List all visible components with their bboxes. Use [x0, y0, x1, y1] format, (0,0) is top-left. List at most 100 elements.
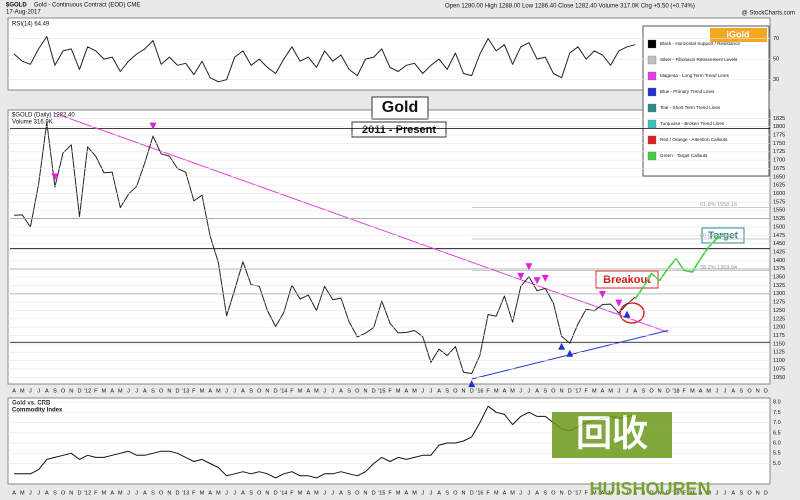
x-tick-label: M: [20, 388, 25, 394]
x-tick-label: '12: [84, 388, 91, 394]
legend-swatch: [647, 71, 657, 81]
x-tick-label: A: [503, 490, 507, 496]
x-tick-label: A: [45, 388, 49, 394]
instrument: Gold - Continuous Contract (EOD) CME: [34, 3, 140, 9]
x-tick-label: M: [396, 388, 401, 394]
x-tick-label: J: [528, 388, 531, 394]
x-tick-label: N: [265, 388, 269, 394]
legend-label: Magenta - Long Term Trend Lines: [660, 73, 730, 78]
x-tick-label: S: [740, 490, 744, 496]
fibonacci-label: 38.2% 1369.94: [700, 265, 737, 271]
x-tick-label: M: [298, 490, 303, 496]
x-tick-label: M: [412, 388, 417, 394]
y-tick-label: 1250: [773, 308, 785, 314]
x-tick-label: S: [53, 388, 57, 394]
x-tick-label: A: [241, 490, 245, 496]
legend-swatch: [647, 135, 657, 145]
y-tick-label: 1675: [773, 166, 785, 172]
x-tick-label: A: [110, 388, 114, 394]
y-tick-label: 5.0: [773, 461, 781, 467]
target-label: Target: [708, 231, 738, 242]
x-tick-label: '17: [574, 388, 581, 394]
y-tick-label: 1050: [773, 375, 785, 381]
x-tick-label: '14: [280, 388, 287, 394]
x-tick-label: J: [29, 490, 32, 496]
x-tick-label: F: [388, 388, 392, 394]
legend-label: Teal - Short Term Trend Lines: [660, 105, 721, 110]
x-tick-label: A: [731, 490, 735, 496]
x-tick-label: J: [323, 490, 326, 496]
price-label: $GOLD (Daily) 1282.40: [12, 113, 75, 119]
x-tick-label: M: [102, 388, 107, 394]
y-tick-label: 7.0: [773, 420, 781, 426]
y-tick-label: 1100: [773, 358, 785, 364]
y-tick-label: 30: [773, 77, 779, 83]
y-tick-label: 1775: [773, 133, 785, 139]
x-tick-label: J: [225, 388, 228, 394]
x-tick-label: A: [12, 490, 16, 496]
x-tick-label: F: [486, 490, 490, 496]
x-tick-label: O: [61, 490, 66, 496]
x-tick-label: N: [363, 388, 367, 394]
x-tick-label: S: [347, 490, 351, 496]
x-tick-label: D: [470, 388, 474, 394]
y-tick-label: 1225: [773, 316, 785, 322]
x-tick-label: S: [445, 490, 449, 496]
x-tick-label: '17: [574, 490, 581, 496]
x-tick-label: '13: [182, 490, 189, 496]
x-tick-label: D: [764, 490, 768, 496]
y-tick-label: 6.0: [773, 441, 781, 447]
y-tick-label: 1175: [773, 333, 785, 339]
source: @ StockCharts.com: [742, 11, 795, 17]
x-tick-label: F: [192, 490, 196, 496]
legend-label: Silver - Fibonacci Retracement Levels: [660, 57, 738, 62]
x-tick-label: N: [560, 388, 564, 394]
x-tick-label: M: [118, 490, 123, 496]
x-tick-label: A: [339, 490, 343, 496]
x-tick-label: '15: [378, 388, 385, 394]
y-tick-label: 1625: [773, 183, 785, 189]
legend-label: Green - Target Callouts: [660, 153, 708, 158]
legend-label: Turquoise - Broken Trend Lines: [660, 121, 725, 126]
x-tick-label: A: [503, 388, 507, 394]
x-tick-label: M: [314, 490, 319, 496]
fibonacci-label: 61.8% 1558.16: [700, 202, 737, 208]
y-tick-label: 1750: [773, 141, 785, 147]
y-tick-label: 1725: [773, 149, 785, 155]
x-tick-label: J: [429, 388, 432, 394]
x-tick-label: D: [77, 490, 81, 496]
trend-marker: [558, 342, 566, 350]
x-tick-label: S: [249, 490, 253, 496]
legend-swatch: [647, 103, 657, 113]
price-line: [13, 36, 636, 83]
y-tick-label: 1375: [773, 266, 785, 272]
y-tick-label: 1400: [773, 258, 785, 264]
x-tick-label: M: [592, 490, 597, 496]
x-tick-label: F: [192, 388, 196, 394]
x-tick-label: M: [608, 388, 613, 394]
x-tick-label: S: [151, 388, 155, 394]
x-tick-label: F: [290, 490, 294, 496]
x-tick-label: J: [626, 490, 629, 496]
x-tick-label: J: [519, 388, 522, 394]
x-tick-label: M: [706, 490, 711, 496]
ratio-label: Gold vs. CRB: [12, 401, 51, 407]
ratio-label-2: Commodity Index: [12, 408, 63, 414]
y-tick-label: 1525: [773, 216, 785, 222]
y-tick-label: 6.5: [773, 430, 781, 436]
x-tick-label: M: [412, 490, 417, 496]
x-tick-label: '16: [476, 388, 483, 394]
x-tick-label: J: [37, 388, 40, 394]
x-tick-label: N: [658, 490, 662, 496]
y-tick-label: 1550: [773, 208, 785, 214]
x-tick-label: S: [641, 388, 645, 394]
trend-marker: [533, 277, 541, 285]
breakout-label: Breakout: [603, 274, 651, 286]
x-tick-label: J: [127, 388, 130, 394]
trend-marker: [541, 274, 549, 282]
x-tick-label: O: [159, 490, 164, 496]
title-box: [371, 96, 429, 120]
price-line: [14, 405, 636, 479]
watermark-text: HUISHOUREN: [589, 479, 710, 499]
x-tick-label: S: [543, 490, 547, 496]
